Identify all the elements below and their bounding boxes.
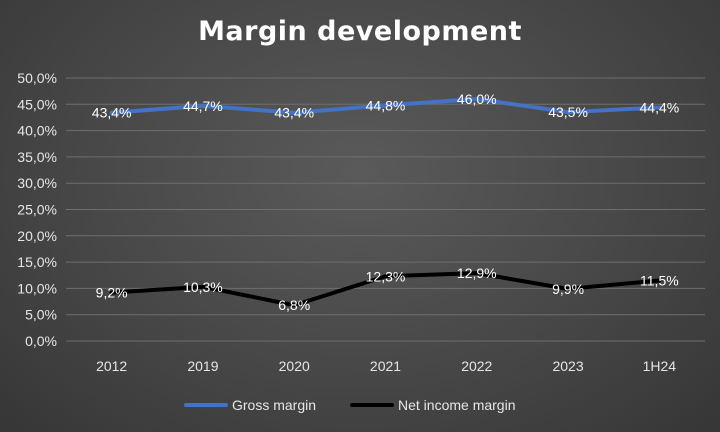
y-tick-label: 5,0% <box>25 307 57 323</box>
data-label: 43,5% <box>548 104 588 120</box>
y-tick-label: 50,0% <box>17 70 57 86</box>
x-tick-label: 2021 <box>370 358 401 374</box>
data-label: 10,3% <box>183 279 223 295</box>
data-label: 43,4% <box>274 105 314 121</box>
y-tick-label: 20,0% <box>17 228 57 244</box>
x-tick-label: 2020 <box>279 358 310 374</box>
x-tick-label: 2019 <box>187 358 218 374</box>
data-label: 6,8% <box>278 297 310 313</box>
data-label: 44,4% <box>640 99 680 115</box>
series-line-net-income-margin <box>109 271 662 308</box>
legend-label: Gross margin <box>232 397 316 413</box>
x-tick-label: 2023 <box>552 358 583 374</box>
y-tick-label: 15,0% <box>17 254 57 270</box>
y-tick-label: 35,0% <box>17 149 57 165</box>
y-tick-label: 45,0% <box>17 96 57 112</box>
x-tick-label: 1H24 <box>643 358 677 374</box>
legend-label: Net income margin <box>398 397 516 413</box>
y-tick-label: 30,0% <box>17 175 57 191</box>
y-tick-label: 25,0% <box>17 202 57 218</box>
data-label: 12,3% <box>366 268 406 284</box>
data-label: 11,5% <box>640 273 679 289</box>
data-label: 9,2% <box>96 285 128 301</box>
data-label: 9,9% <box>552 281 584 297</box>
data-label: 44,7% <box>183 98 223 114</box>
data-label: 43,4% <box>92 105 132 121</box>
y-tick-label: 10,0% <box>17 280 57 296</box>
x-tick-label: 2012 <box>96 358 127 374</box>
data-label: 46,0% <box>457 91 497 107</box>
data-label: 12,9% <box>457 265 497 281</box>
x-tick-label: 2022 <box>461 358 492 374</box>
y-tick-label: 40,0% <box>17 123 57 139</box>
data-label: 44,8% <box>366 97 406 113</box>
series-line-gross-margin <box>109 97 662 115</box>
y-tick-label: 0,0% <box>25 333 57 349</box>
chart-title: Margin development <box>198 16 522 47</box>
